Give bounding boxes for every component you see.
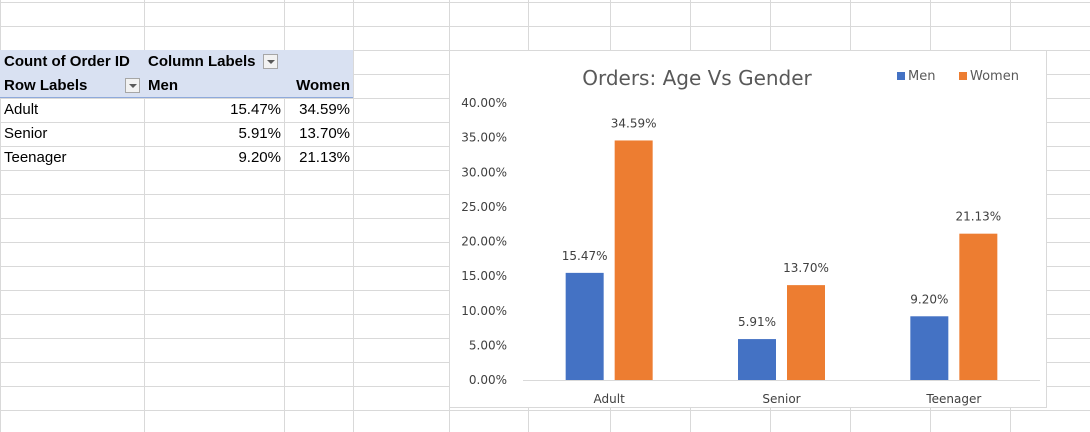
pivot-column-labels-header[interactable]: Column Labels: [144, 50, 284, 74]
y-tick-label: 15.00%: [461, 269, 507, 283]
y-tick-label: 30.00%: [461, 165, 507, 179]
pivot-table: Count of Order ID Column Labels Row Labe…: [0, 0, 353, 170]
y-tick-label: 25.00%: [461, 200, 507, 214]
x-tick-label: Senior: [762, 392, 800, 406]
y-tick-label: 0.00%: [469, 373, 507, 387]
pivot-cell-men[interactable]: 9.20%: [238, 149, 281, 166]
x-tick-label: Teenager: [925, 392, 981, 406]
legend-swatch-men: [897, 72, 905, 80]
pivot-cell-women[interactable]: 21.13%: [299, 149, 350, 166]
chart-title[interactable]: Orders: Age Vs Gender: [582, 66, 812, 90]
pivot-cell-women[interactable]: 13.70%: [299, 125, 350, 142]
pivot-row-label[interactable]: Senior: [4, 125, 48, 142]
bar-women-senior[interactable]: [787, 285, 825, 380]
bar-men-senior[interactable]: [738, 339, 776, 380]
data-label: 21.13%: [955, 210, 1001, 224]
pivot-col-men-header[interactable]: Men: [144, 74, 284, 98]
y-tick-label: 40.00%: [461, 96, 507, 110]
pivot-header-filler: [284, 50, 353, 74]
pivot-row-label[interactable]: Teenager: [4, 149, 67, 166]
pivot-col-women-header[interactable]: Women: [284, 74, 353, 98]
pivot-row-label[interactable]: Adult: [4, 101, 39, 118]
data-label: 15.47%: [562, 249, 608, 263]
bar-men-adult[interactable]: [565, 272, 604, 380]
chart-legend[interactable]: Men Women: [897, 69, 1019, 84]
y-tick-label: 20.00%: [461, 235, 507, 249]
bar-men-teenager[interactable]: [910, 316, 949, 380]
legend-swatch-women: [959, 72, 967, 80]
pivot-cell-men[interactable]: 15.47%: [230, 101, 281, 118]
row-labels-filter-button[interactable]: [125, 78, 140, 93]
column-labels-filter-button[interactable]: [263, 54, 278, 69]
y-tick-label: 35.00%: [461, 131, 507, 145]
bar-women-adult[interactable]: [614, 140, 653, 380]
data-label: 9.20%: [910, 292, 948, 306]
y-tick-label: 5.00%: [469, 338, 507, 352]
pivot-cell-women[interactable]: 34.59%: [299, 101, 350, 118]
data-label: 13.70%: [783, 261, 829, 275]
pivot-values-header[interactable]: Count of Order ID: [0, 50, 144, 74]
x-tick-label: Adult: [594, 392, 626, 406]
bar-women-teenager[interactable]: [959, 233, 998, 380]
legend-label-women: Women: [970, 69, 1019, 84]
legend-label-men: Men: [908, 69, 935, 84]
data-label: 5.91%: [738, 315, 776, 329]
chart-svg: Orders: Age Vs Gender Men Women 0.00% 5.0…: [461, 66, 1040, 406]
data-label: 34.59%: [611, 116, 657, 130]
chart-area[interactable]: Orders: Age Vs Gender Men Women 0.00% 5.0…: [449, 50, 1047, 408]
pivot-row-labels-header[interactable]: Row Labels: [0, 74, 144, 98]
pivot-cell-men[interactable]: 5.91%: [238, 125, 281, 142]
plot-area[interactable]: 0.00% 5.00% 10.00% 15.00% 20.00% 25.00% 30.00%…: [461, 96, 1040, 406]
y-tick-label: 10.00%: [461, 304, 507, 318]
